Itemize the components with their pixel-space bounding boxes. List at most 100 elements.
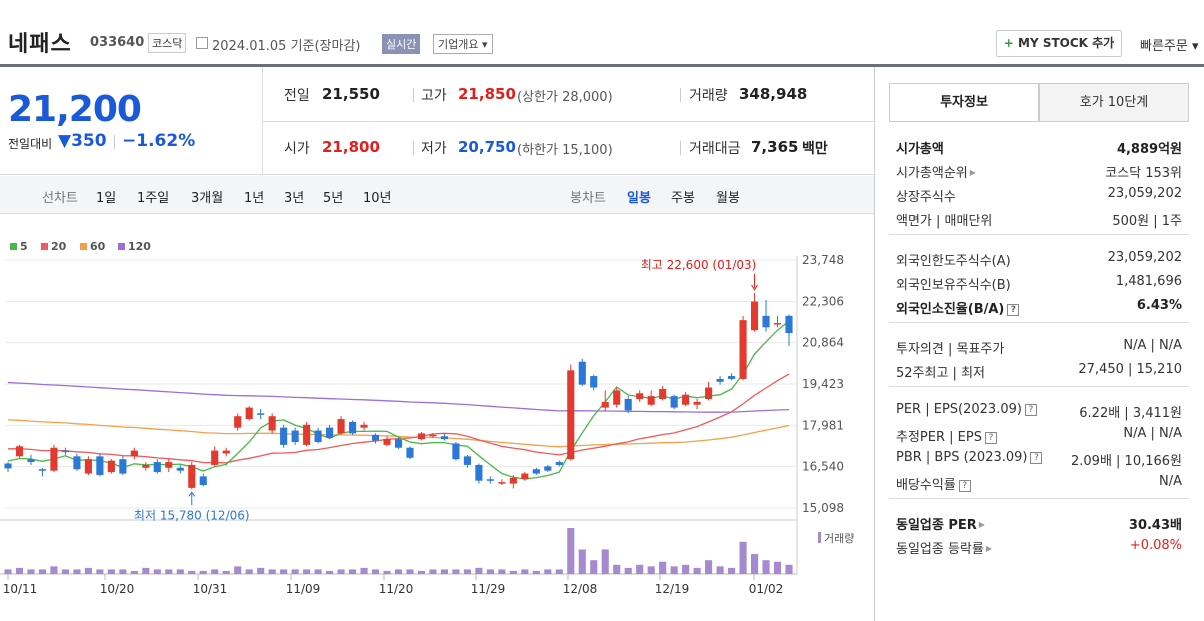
help-icon[interactable]: ? xyxy=(1024,404,1037,416)
candle-weekly[interactable]: 주봉 xyxy=(671,191,695,206)
candle-body xyxy=(555,462,563,465)
info-value: 코스닥 153위 xyxy=(1105,166,1182,181)
chart-canvas[interactable]: 23,748 22,306 20,864 19,423 17,981 16,540 15,0… xyxy=(0,214,875,621)
info-label-text: 외국인한도주식수(A) xyxy=(896,254,1011,269)
change-label: 전일대비 xyxy=(8,137,53,151)
candle-body xyxy=(728,376,736,379)
candle-body xyxy=(475,464,483,481)
x-tick-label: 10/31 xyxy=(193,582,228,596)
period-1w[interactable]: 1주일 xyxy=(137,191,170,206)
max-arrow-head xyxy=(751,284,758,291)
info-label: 외국인보유주식수(B) xyxy=(896,274,1011,293)
volume-bar xyxy=(705,560,713,574)
info-label-text: PER | EPS(2023.09) xyxy=(896,402,1022,417)
info-label-text: PBR | BPS (2023.09) xyxy=(896,450,1028,465)
company-overview-dropdown[interactable]: 기업개요 ▾ xyxy=(433,34,493,54)
info-value: 23,059,202 xyxy=(1107,250,1182,265)
base-date: 2024.01.05 기준(장마감) xyxy=(212,39,361,54)
candle-body xyxy=(371,434,380,441)
candle-body xyxy=(153,462,161,473)
volume-bar xyxy=(670,566,678,574)
volume-bar xyxy=(84,567,92,574)
min-arrow-head xyxy=(188,491,196,497)
volume-bar xyxy=(739,541,747,574)
volume-bar xyxy=(142,567,150,574)
info-label[interactable]: 동일업종 PER ▶ xyxy=(896,514,985,533)
volume-bar xyxy=(601,549,609,574)
current-price: 21,200 xyxy=(8,89,142,130)
info-label[interactable]: 시가총액순위 ▶ xyxy=(896,162,976,181)
realtime-button[interactable]: 실시간 xyxy=(382,34,421,54)
period-5y[interactable]: 5년 xyxy=(323,191,344,206)
x-tick-label: 10/11 xyxy=(3,582,38,596)
candle-body xyxy=(659,388,667,399)
volume-bar xyxy=(245,569,253,574)
legend-ma5: 5 xyxy=(10,240,28,253)
candle-body xyxy=(348,421,357,434)
legend-ma20: 20 xyxy=(41,240,66,253)
period-1y[interactable]: 1년 xyxy=(244,191,265,206)
plus-icon: + xyxy=(1003,36,1014,50)
y-tick-label: 20,864 xyxy=(802,336,844,350)
info-label: 시가총액 xyxy=(896,138,944,157)
period-3m[interactable]: 3개월 xyxy=(191,191,224,206)
candle-body xyxy=(383,439,391,445)
market-badge: 코스닥 xyxy=(148,33,187,53)
help-icon[interactable]: ? xyxy=(984,432,997,444)
quick-order-dropdown[interactable]: 빠른주문 ▾ xyxy=(1140,39,1199,54)
trade-value-unit: 백만 xyxy=(802,141,828,157)
candle-body xyxy=(337,419,345,434)
volume-bar xyxy=(521,569,529,574)
volume-bar xyxy=(406,569,414,574)
volume-bar xyxy=(27,569,35,574)
down-triangle-icon: ▼ xyxy=(58,131,72,151)
info-label-text: 배당수익률 xyxy=(896,478,956,493)
candle-body xyxy=(785,315,793,334)
volume-bar xyxy=(509,570,517,574)
candle-body xyxy=(509,477,517,484)
volume-bar xyxy=(119,569,127,574)
candle-body xyxy=(61,450,69,453)
help-icon[interactable]: ? xyxy=(1007,304,1020,316)
candle-body xyxy=(176,467,184,471)
candle-body xyxy=(188,464,196,488)
volume-legend-swatch xyxy=(818,532,821,543)
add-my-stock-button[interactable]: + MY STOCK 추가 xyxy=(996,30,1122,57)
change-percent: −1.62% xyxy=(122,131,196,151)
volume-bar xyxy=(268,569,276,574)
volume-bar xyxy=(73,569,81,574)
period-1d[interactable]: 1일 xyxy=(96,191,117,206)
period-3y[interactable]: 3년 xyxy=(284,191,305,206)
high-value: 21,850 xyxy=(458,85,516,103)
stock-name: 네패스 xyxy=(8,32,72,57)
y-tick-label: 19,423 xyxy=(802,377,844,391)
info-value: N/A xyxy=(1159,474,1182,489)
candle-monthly[interactable]: 월봉 xyxy=(716,191,740,206)
legend-swatch xyxy=(118,243,125,250)
info-label[interactable]: 동일업종 등락률 ▶ xyxy=(896,538,992,557)
info-value: N/A | N/A xyxy=(1123,426,1182,441)
volume-bar xyxy=(257,567,265,574)
candle-body xyxy=(452,443,460,460)
tab-orderbook[interactable]: 호가 10단계 xyxy=(1039,83,1189,122)
candle-body xyxy=(406,447,414,458)
tab-invest-info[interactable]: 투자정보 xyxy=(889,83,1039,122)
candle-chart-label: 봉차트 xyxy=(570,191,606,206)
candle-body xyxy=(762,315,770,328)
candle-daily[interactable]: 일봉 xyxy=(627,191,651,206)
calendar-icon xyxy=(196,37,208,49)
volume-bar xyxy=(188,570,196,574)
volume-bar xyxy=(624,567,632,574)
price-chart[interactable]: 5 20 60 120 23,748 22,306 20,864 19,423 17,9… xyxy=(0,214,875,621)
volume-bar xyxy=(567,528,575,574)
candle-body xyxy=(636,393,644,399)
help-icon[interactable]: ? xyxy=(1030,452,1043,464)
help-icon[interactable]: ? xyxy=(958,480,971,492)
info-label-text: 추정PER | EPS xyxy=(896,430,982,445)
candle-body xyxy=(394,439,403,448)
info-label: 추정PER | EPS? xyxy=(896,426,997,445)
y-tick-label: 23,748 xyxy=(802,253,844,267)
volume-bar xyxy=(38,569,47,574)
info-value: +0.08% xyxy=(1129,538,1182,553)
period-10y[interactable]: 10년 xyxy=(363,191,392,206)
